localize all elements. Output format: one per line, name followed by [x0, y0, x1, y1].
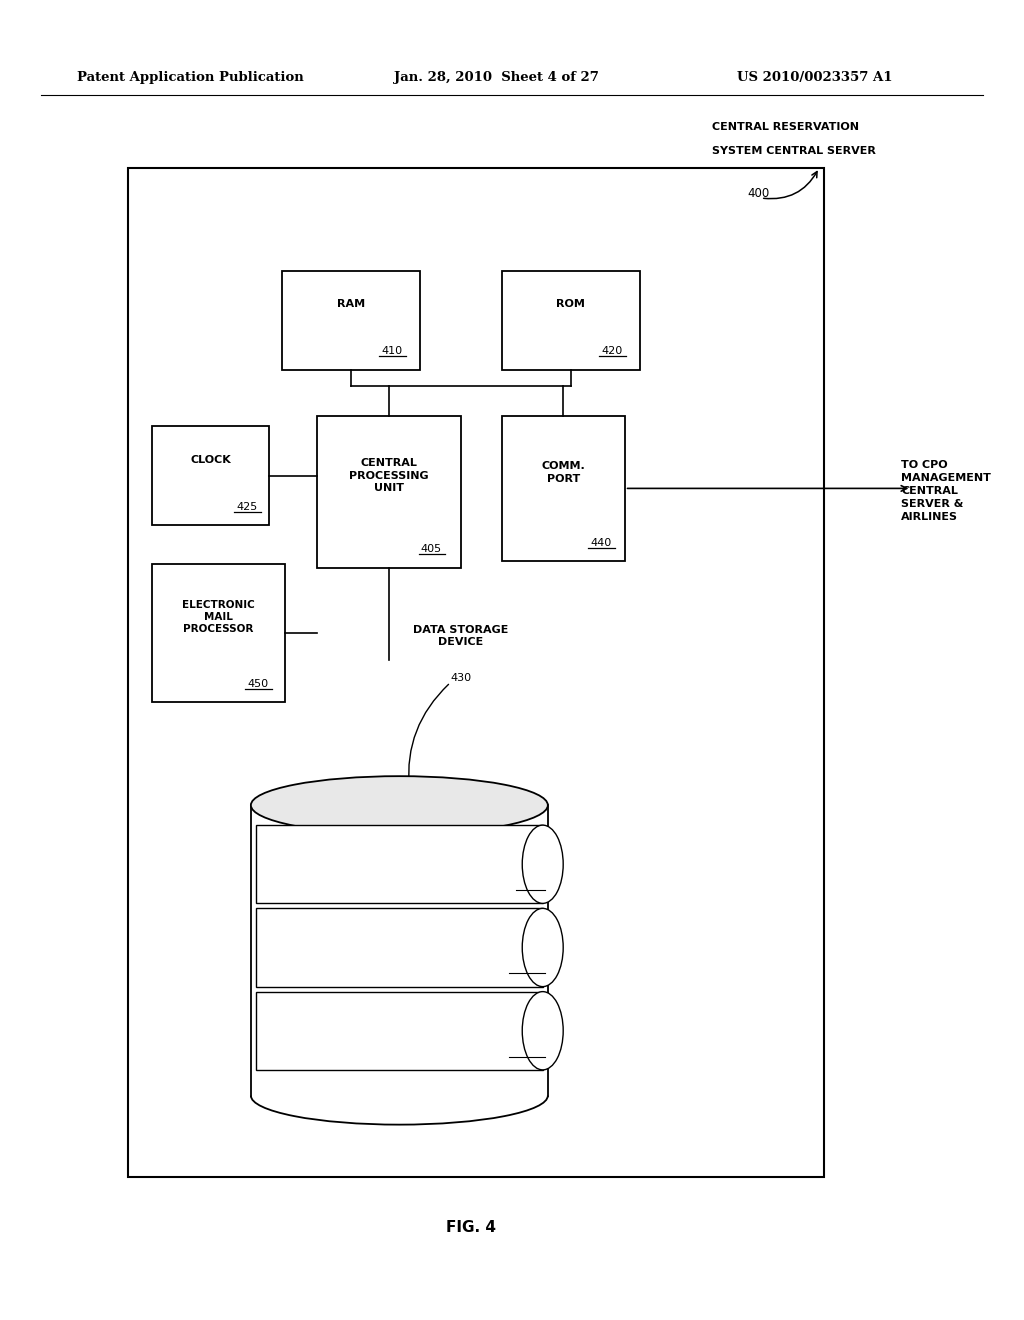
- Text: 410: 410: [381, 346, 402, 356]
- Text: COMM.
PORT: COMM. PORT: [542, 462, 585, 483]
- Text: CLOCK: CLOCK: [190, 455, 230, 465]
- Text: FLIGHT SCHEDULE
DATABASE: FLIGHT SCHEDULE DATABASE: [268, 850, 371, 871]
- Bar: [152, 564, 285, 702]
- Text: 425: 425: [237, 502, 258, 512]
- Text: ROM: ROM: [556, 300, 586, 309]
- Bar: [282, 271, 420, 370]
- Text: FLIGHT DATABASE: FLIGHT DATABASE: [268, 1022, 371, 1032]
- Text: 420: 420: [601, 346, 623, 356]
- Text: ELECTRONIC
MAIL
PROCESSOR: ELECTRONIC MAIL PROCESSOR: [181, 599, 255, 635]
- Bar: [128, 168, 824, 1177]
- Text: 1300: 1300: [516, 964, 543, 973]
- Text: 430: 430: [451, 673, 471, 684]
- Text: 1400: 1400: [516, 1047, 543, 1057]
- Text: 400: 400: [748, 187, 770, 201]
- Text: TO CPO
MANAGEMENT
CENTRAL
SERVER &
AIRLINES: TO CPO MANAGEMENT CENTRAL SERVER & AIRLI…: [901, 459, 991, 523]
- Bar: [256, 908, 543, 986]
- Text: FIG. 4: FIG. 4: [446, 1220, 496, 1236]
- Text: SYSTEM CENTRAL SERVER: SYSTEM CENTRAL SERVER: [712, 145, 876, 156]
- Text: CENTRAL RESERVATION: CENTRAL RESERVATION: [712, 121, 859, 132]
- Bar: [256, 991, 543, 1071]
- Text: Jan. 28, 2010  Sheet 4 of 27: Jan. 28, 2010 Sheet 4 of 27: [394, 71, 599, 84]
- Text: Patent Application Publication: Patent Application Publication: [77, 71, 303, 84]
- Ellipse shape: [522, 991, 563, 1071]
- Ellipse shape: [522, 908, 563, 986]
- Text: 800: 800: [523, 880, 543, 890]
- Text: RAM: RAM: [337, 300, 365, 309]
- Ellipse shape: [522, 825, 563, 903]
- Text: PRICING AND
RESTRICTION DATABASE: PRICING AND RESTRICTION DATABASE: [268, 933, 406, 954]
- Bar: [502, 416, 625, 561]
- Bar: [152, 426, 269, 525]
- Text: 405: 405: [421, 544, 441, 554]
- Text: DATA STORAGE
DEVICE: DATA STORAGE DEVICE: [413, 626, 509, 647]
- Text: CENTRAL
PROCESSING
UNIT: CENTRAL PROCESSING UNIT: [349, 458, 429, 494]
- Text: 440: 440: [590, 537, 611, 548]
- Text: US 2010/0023357 A1: US 2010/0023357 A1: [737, 71, 893, 84]
- Text: 450: 450: [248, 678, 268, 689]
- Bar: [502, 271, 640, 370]
- Bar: [317, 416, 461, 568]
- Ellipse shape: [251, 776, 548, 834]
- Bar: [256, 825, 543, 903]
